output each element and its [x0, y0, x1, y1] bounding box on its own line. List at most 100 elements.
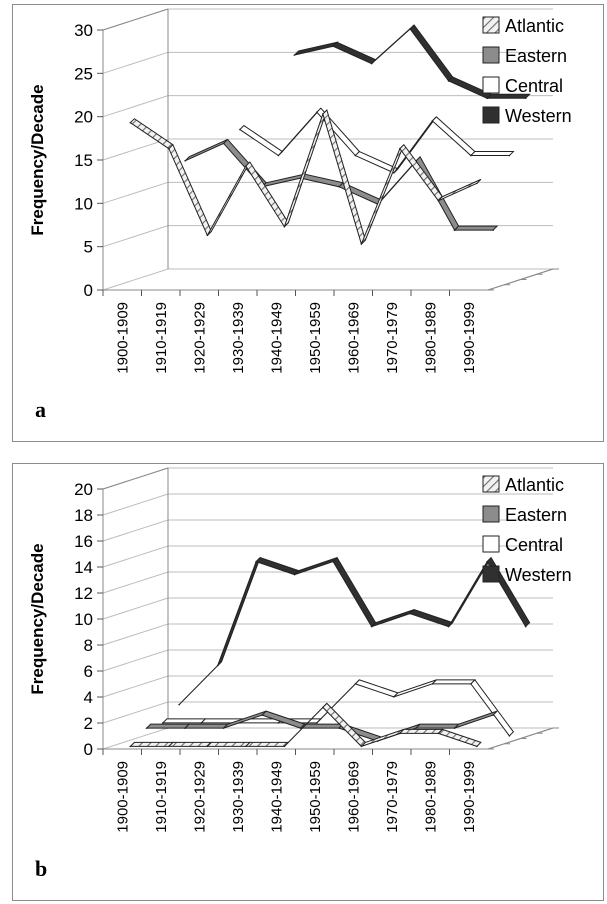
y-tick-label: 4 [84, 688, 93, 707]
data-point-central [316, 722, 318, 724]
gridline-2 [102, 181, 553, 204]
ribbon-segment-western [178, 661, 222, 705]
ribbon-segment-eastern [453, 225, 499, 231]
chart-panel-a: 0 5 10 15 20 25 30 1900-1909 1910-1919 1920-1929 1… [12, 4, 604, 442]
legend-label-western: Western [505, 106, 572, 126]
legend-label-central: Central [505, 535, 563, 555]
legend-label-eastern: Eastern [505, 46, 567, 66]
series-central [239, 107, 515, 174]
legend-swatch-western [482, 106, 500, 124]
ribbon-segment-atlantic [167, 741, 213, 747]
legend-swatch-western [482, 565, 500, 583]
y-tick-label: 16 [74, 532, 93, 551]
x-tick-label: 1950-1959 [307, 302, 324, 374]
data-point-atlantic [206, 745, 209, 748]
data-point-central [431, 683, 434, 685]
x-tick-label: 1910-1919 [153, 761, 170, 833]
series-western [178, 556, 531, 706]
x-tick-label: 1900-1909 [114, 302, 131, 374]
data-point-eastern [338, 727, 340, 729]
data-point-atlantic [437, 199, 440, 202]
ribbon-segment-central [354, 679, 399, 698]
data-point-western [409, 28, 411, 30]
x-tick-label: 1920-1929 [191, 302, 208, 374]
data-point-atlantic [283, 225, 286, 228]
data-point-central [239, 128, 241, 131]
ribbon-segment-central [161, 718, 207, 724]
ribbon-segment-atlantic [398, 728, 444, 734]
data-point-atlantic [399, 732, 401, 735]
ribbon-segment-atlantic [206, 741, 252, 747]
legend-label-western: Western [505, 565, 572, 585]
series-eastern [145, 710, 498, 742]
x-tick-label: 1930-1939 [230, 302, 247, 374]
data-point-atlantic [245, 745, 247, 748]
data-point-western [447, 625, 450, 628]
ribbon-segment-atlantic [322, 109, 366, 245]
series-atlantic [129, 702, 482, 748]
x-tick-label: 1970-1979 [384, 761, 401, 833]
data-point-eastern [184, 727, 186, 729]
legend-swatch-central [482, 76, 500, 94]
data-point-western [332, 560, 334, 563]
data-point-central [393, 172, 395, 174]
data-point-western [370, 625, 373, 628]
ribbon-segment-central [431, 116, 476, 157]
ribbon-segment-atlantic [437, 728, 482, 747]
top-edge [102, 8, 169, 31]
ribbon-segment-central [431, 679, 477, 685]
data-point-central [277, 154, 280, 157]
data-point-western [524, 625, 527, 628]
data-point-eastern [222, 727, 225, 729]
data-point-eastern [222, 142, 225, 145]
y-tick-label: 10 [74, 610, 93, 629]
data-point-atlantic [360, 243, 363, 245]
data-point-western [293, 573, 296, 576]
ribbon-segment-central [278, 107, 322, 156]
gridline-5 [102, 597, 553, 620]
data-point-western [293, 54, 296, 56]
ribbon-segment-atlantic [206, 161, 251, 236]
x-tick-label: 1940-1949 [268, 761, 285, 833]
data-point-western [486, 560, 488, 563]
ribbon-segment-eastern [299, 723, 345, 729]
ribbon-segment-western [485, 93, 531, 99]
ribbon-segment-western [332, 556, 377, 628]
data-point-central [316, 111, 318, 114]
x-tick-label: 1980-1989 [422, 761, 439, 833]
ribbon-segment-western [371, 24, 415, 64]
x-tick-label: 1910-1919 [153, 302, 170, 374]
y-tick-label: 20 [74, 480, 93, 499]
data-point-eastern [492, 229, 494, 231]
ribbon-segment-atlantic [438, 178, 482, 202]
legend-swatch-atlantic [482, 16, 500, 34]
data-point-western [524, 97, 527, 100]
legend: Atlantic Eastern Central Western [482, 475, 572, 585]
panel-label: a [35, 397, 46, 422]
y-tick-label: 10 [74, 194, 93, 213]
ribbon-segment-eastern [145, 723, 191, 729]
y-tick-label: 6 [84, 662, 93, 681]
ribbon-segment-western [217, 557, 261, 666]
x-tick-label: 1950-1959 [307, 761, 324, 833]
data-point-central [470, 683, 472, 685]
data-point-atlantic [360, 745, 363, 748]
axis-frame [102, 30, 554, 291]
ribbon-segment-atlantic [245, 161, 290, 228]
series-eastern [184, 138, 499, 231]
data-point-eastern [415, 727, 417, 729]
y-tick-label: 25 [74, 64, 93, 83]
data-point-eastern [145, 727, 148, 729]
ribbon-segment-western [409, 24, 454, 82]
data-point-atlantic [168, 745, 170, 748]
chart-panel-b: 0 2 4 6 8 10 12 14 16 18 20 1900-1909 1910-1919 1920-… [12, 463, 604, 901]
y-axis-title: Frequency/Decade [28, 84, 47, 235]
gridline-0 [102, 268, 553, 291]
x-tick-label: 1940-1949 [268, 302, 285, 374]
ribbon-segment-central [469, 151, 515, 157]
y-tick-label: 14 [74, 558, 93, 577]
ribbon-segment-central [393, 679, 437, 698]
data-point-central [508, 735, 511, 737]
series-atlantic [129, 109, 482, 245]
data-point-western [486, 97, 488, 100]
